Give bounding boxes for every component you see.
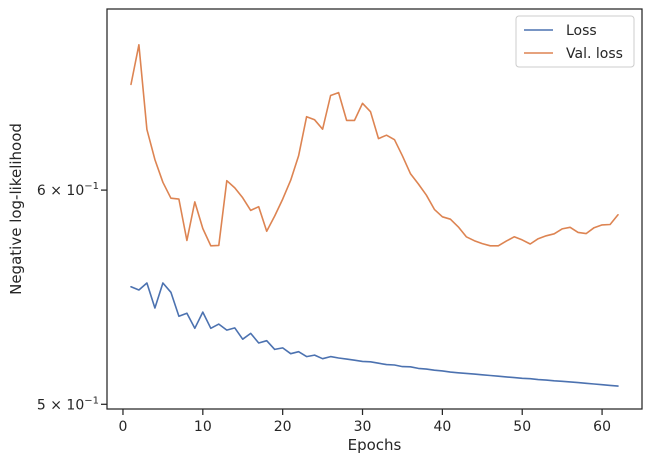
y-tick-label: 6 × 10−1 — [37, 181, 99, 199]
legend-label-val-loss: Val. loss — [566, 46, 623, 62]
x-axis-ticks: 0 10 20 30 40 50 60 — [119, 409, 611, 435]
x-tick-label: 20 — [274, 419, 292, 435]
y-tick-label: 5 × 10−1 — [37, 395, 99, 413]
series-line-val-loss — [130, 43, 619, 247]
plot-frame — [106, 8, 643, 410]
x-tick-label: 50 — [513, 419, 531, 435]
x-tick-label: 30 — [354, 419, 372, 435]
x-tick-label: 0 — [119, 419, 128, 435]
legend: Loss Val. loss — [515, 15, 635, 68]
series-line-loss — [130, 282, 619, 387]
x-tick-label: 60 — [593, 419, 611, 435]
x-tick-label: 10 — [194, 419, 212, 435]
legend-box — [515, 15, 635, 68]
legend-label-loss: Loss — [566, 23, 597, 39]
x-tick-label: 40 — [433, 419, 451, 435]
plot-lines — [130, 43, 619, 387]
y-axis-label: Negative log-likelihood — [7, 123, 25, 295]
x-axis-label: Epochs — [348, 436, 402, 454]
y-axis-ticks: 6 × 10−1 5 × 10−1 — [37, 181, 107, 413]
